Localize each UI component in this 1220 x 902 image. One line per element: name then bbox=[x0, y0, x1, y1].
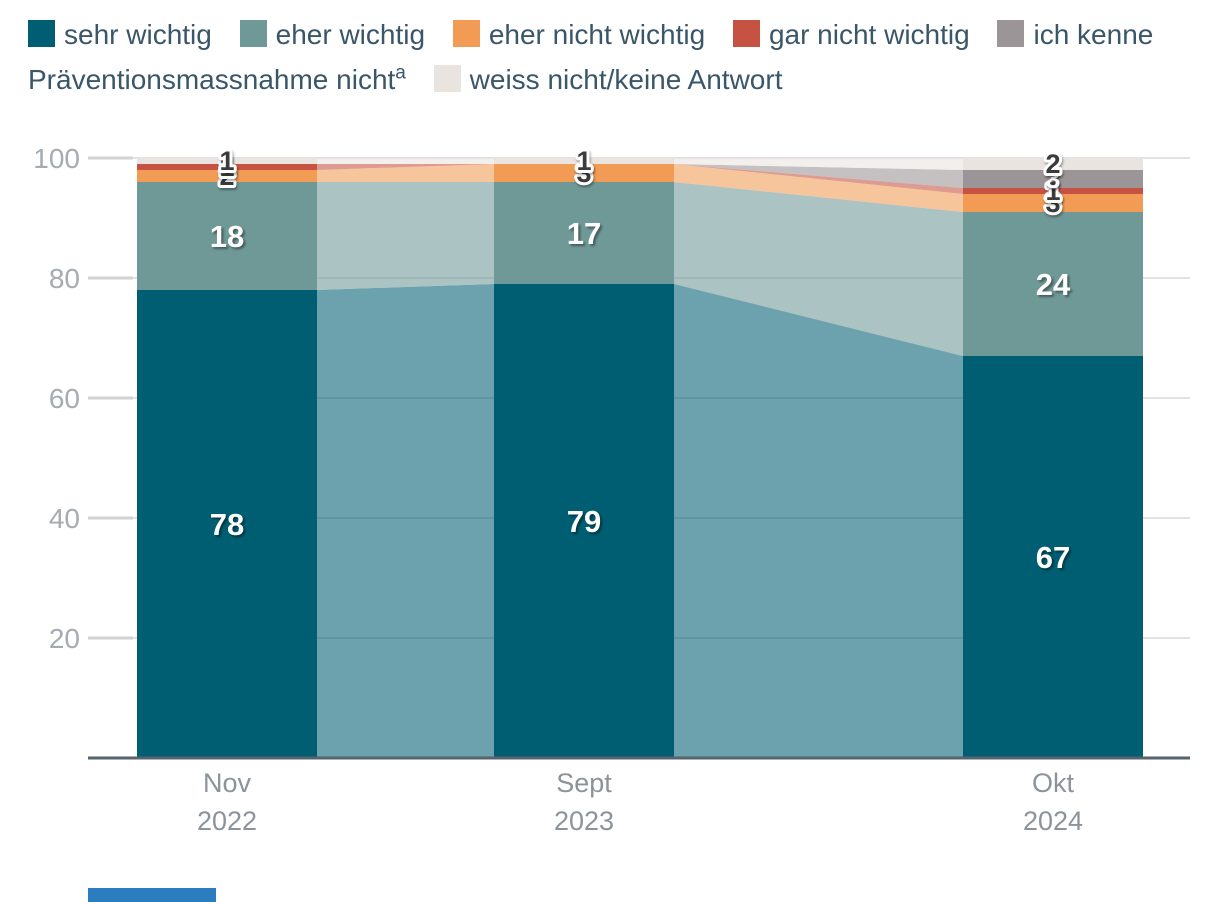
y-tick-label: 60 bbox=[49, 383, 80, 414]
value-label: 1 bbox=[219, 152, 234, 182]
value-label: 24 bbox=[1036, 267, 1071, 302]
x-category-month: Nov bbox=[203, 768, 252, 798]
legend-swatch bbox=[997, 20, 1025, 47]
flow-area bbox=[674, 158, 963, 170]
y-tick-label: 100 bbox=[33, 143, 80, 174]
flow-area bbox=[317, 164, 494, 170]
flow-area bbox=[317, 284, 494, 758]
x-category-month: Okt bbox=[1032, 768, 1075, 798]
legend-label: weiss nicht/keine Antwort bbox=[469, 64, 783, 96]
legend-swatch bbox=[239, 20, 267, 47]
value-label: 1 bbox=[576, 146, 591, 176]
y-tick-label: 80 bbox=[49, 263, 80, 294]
value-label: 18 bbox=[210, 219, 244, 254]
legend-label: gar nicht wichtig bbox=[768, 19, 970, 50]
bar-segment bbox=[494, 182, 674, 284]
flow-area bbox=[317, 182, 494, 290]
value-label: 79 bbox=[567, 504, 601, 539]
stacked-area-chart: 20406080100781821179173167243132Nov2022S… bbox=[33, 143, 1190, 836]
value-label: 3 bbox=[1045, 164, 1060, 194]
flow-area bbox=[317, 158, 494, 164]
flow-area bbox=[674, 164, 963, 194]
legend-item-3: eher nicht wichtig bbox=[452, 19, 706, 50]
legend-label: eher nicht wichtig bbox=[488, 19, 706, 50]
bar-segment bbox=[137, 290, 317, 758]
legend-swatch bbox=[452, 20, 480, 47]
bar-segment bbox=[137, 164, 317, 170]
bar-segment bbox=[963, 356, 1143, 758]
bar-segment bbox=[963, 170, 1143, 188]
bar-segment bbox=[137, 170, 317, 182]
value-label: 2 bbox=[1045, 149, 1060, 179]
x-category-year: 2024 bbox=[1023, 806, 1083, 836]
chart-legend: sehr wichtig eher wichtig eher nicht wic… bbox=[0, 0, 1220, 103]
legend-label: eher wichtig bbox=[275, 19, 426, 50]
bar-segment bbox=[494, 158, 674, 164]
x-category-month: Sept bbox=[556, 768, 612, 798]
legend-item-5: ich kenne Präventionsmassnahme nichta bbox=[28, 19, 1153, 95]
bar-segment bbox=[963, 158, 1143, 170]
legend-label: ich kenne Präventionsmassnahme nicht bbox=[28, 19, 1154, 96]
bar-segment bbox=[963, 194, 1143, 212]
x-category-year: 2023 bbox=[554, 806, 614, 836]
legend-swatch bbox=[433, 65, 461, 93]
legend-label-superscript: a bbox=[395, 63, 406, 85]
legend-swatch bbox=[732, 20, 760, 47]
value-label: 1 bbox=[219, 146, 234, 176]
value-label: 3 bbox=[576, 158, 591, 188]
y-tick-label: 40 bbox=[49, 503, 80, 534]
y-tick-label: 20 bbox=[49, 623, 80, 654]
legend-item-1: sehr wichtig bbox=[28, 19, 212, 50]
value-label: 3 bbox=[1045, 188, 1060, 218]
legend-swatch bbox=[28, 20, 55, 47]
flow-area bbox=[674, 284, 963, 758]
flow-area bbox=[674, 164, 963, 212]
flow-area bbox=[674, 164, 963, 188]
value-label: 17 bbox=[567, 216, 601, 251]
bar-segment bbox=[494, 284, 674, 758]
bar-segment bbox=[963, 188, 1143, 194]
value-label: 1 bbox=[1045, 176, 1060, 206]
bar-segment bbox=[494, 164, 674, 182]
legend-item-4: gar nicht wichtig bbox=[732, 19, 970, 50]
value-label: 78 bbox=[210, 507, 244, 542]
legend-item-6: weiss nicht/keine Antwort bbox=[433, 64, 783, 96]
bar-segment bbox=[137, 182, 317, 290]
bar-segment bbox=[137, 158, 317, 164]
value-label: 67 bbox=[1036, 540, 1070, 575]
footer-progress-bar bbox=[88, 888, 216, 902]
legend-item-2: eher wichtig bbox=[239, 19, 426, 50]
value-label: 2 bbox=[219, 161, 234, 191]
legend-label: sehr wichtig bbox=[64, 19, 212, 50]
flow-area bbox=[674, 182, 963, 356]
x-category-year: 2022 bbox=[197, 806, 257, 836]
bar-segment bbox=[963, 212, 1143, 356]
